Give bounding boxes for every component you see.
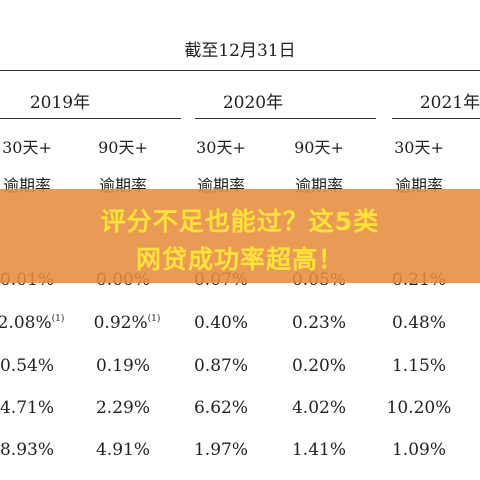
table-cell: 1.15% bbox=[391, 356, 446, 376]
table-cell: 8.93% bbox=[0, 440, 54, 460]
table-header-title: 截至12月31日 bbox=[184, 41, 296, 61]
year-divider-2019 bbox=[0, 118, 181, 119]
table-cell: 2.08%(1) bbox=[0, 313, 76, 333]
header-divider bbox=[0, 70, 480, 71]
promo-banner[interactable]: 评分不足也能过？这5类 网贷成功率超高！ bbox=[0, 189, 480, 283]
cell-value: 0.92% bbox=[93, 313, 148, 333]
table-cell: 0.48% bbox=[391, 313, 446, 333]
column-header-period: 90天+ bbox=[294, 138, 344, 157]
table-cell: 4.71% bbox=[0, 398, 54, 418]
column-header-period: 30天+ bbox=[196, 138, 246, 157]
table-cell: 1.41% bbox=[291, 440, 346, 460]
year-divider-2020 bbox=[195, 118, 376, 119]
year-2020: 2020年 bbox=[222, 93, 284, 113]
year-divider-2021 bbox=[392, 118, 480, 119]
table-cell: 0.92%(1) bbox=[82, 313, 172, 333]
table-cell: 6.62% bbox=[193, 398, 248, 418]
table-cell: 0.87% bbox=[193, 356, 248, 376]
banner-headline-line2: 网贷成功率超高！ bbox=[135, 245, 344, 274]
table-cell: 0.23% bbox=[291, 313, 346, 333]
table-cell: 2.29% bbox=[95, 398, 150, 418]
cell-value: 2.08% bbox=[0, 313, 52, 333]
table-cell: 1.97% bbox=[193, 440, 248, 460]
year-2021: 2021年 bbox=[419, 93, 480, 113]
table-cell: 4.02% bbox=[291, 398, 346, 418]
column-header-period: 30天+ bbox=[2, 138, 52, 157]
table-cell: 1.09% bbox=[391, 440, 446, 460]
table-cell: 0.40% bbox=[193, 313, 248, 333]
banner-headline-line1: 评分不足也能过？这5类 bbox=[100, 207, 380, 236]
table-cell: 0.19% bbox=[95, 356, 150, 376]
year-2019: 2019年 bbox=[29, 93, 91, 113]
table-cell: 0.54% bbox=[0, 356, 54, 376]
table-cell: 4.91% bbox=[95, 440, 150, 460]
table-cell: 10.20% bbox=[386, 398, 452, 418]
footnote-marker: (1) bbox=[147, 314, 161, 324]
column-header-period: 90天+ bbox=[98, 138, 148, 157]
column-header-period: 30天+ bbox=[394, 138, 444, 157]
table-cell: 0.20% bbox=[291, 356, 346, 376]
footnote-marker: (1) bbox=[51, 314, 65, 324]
